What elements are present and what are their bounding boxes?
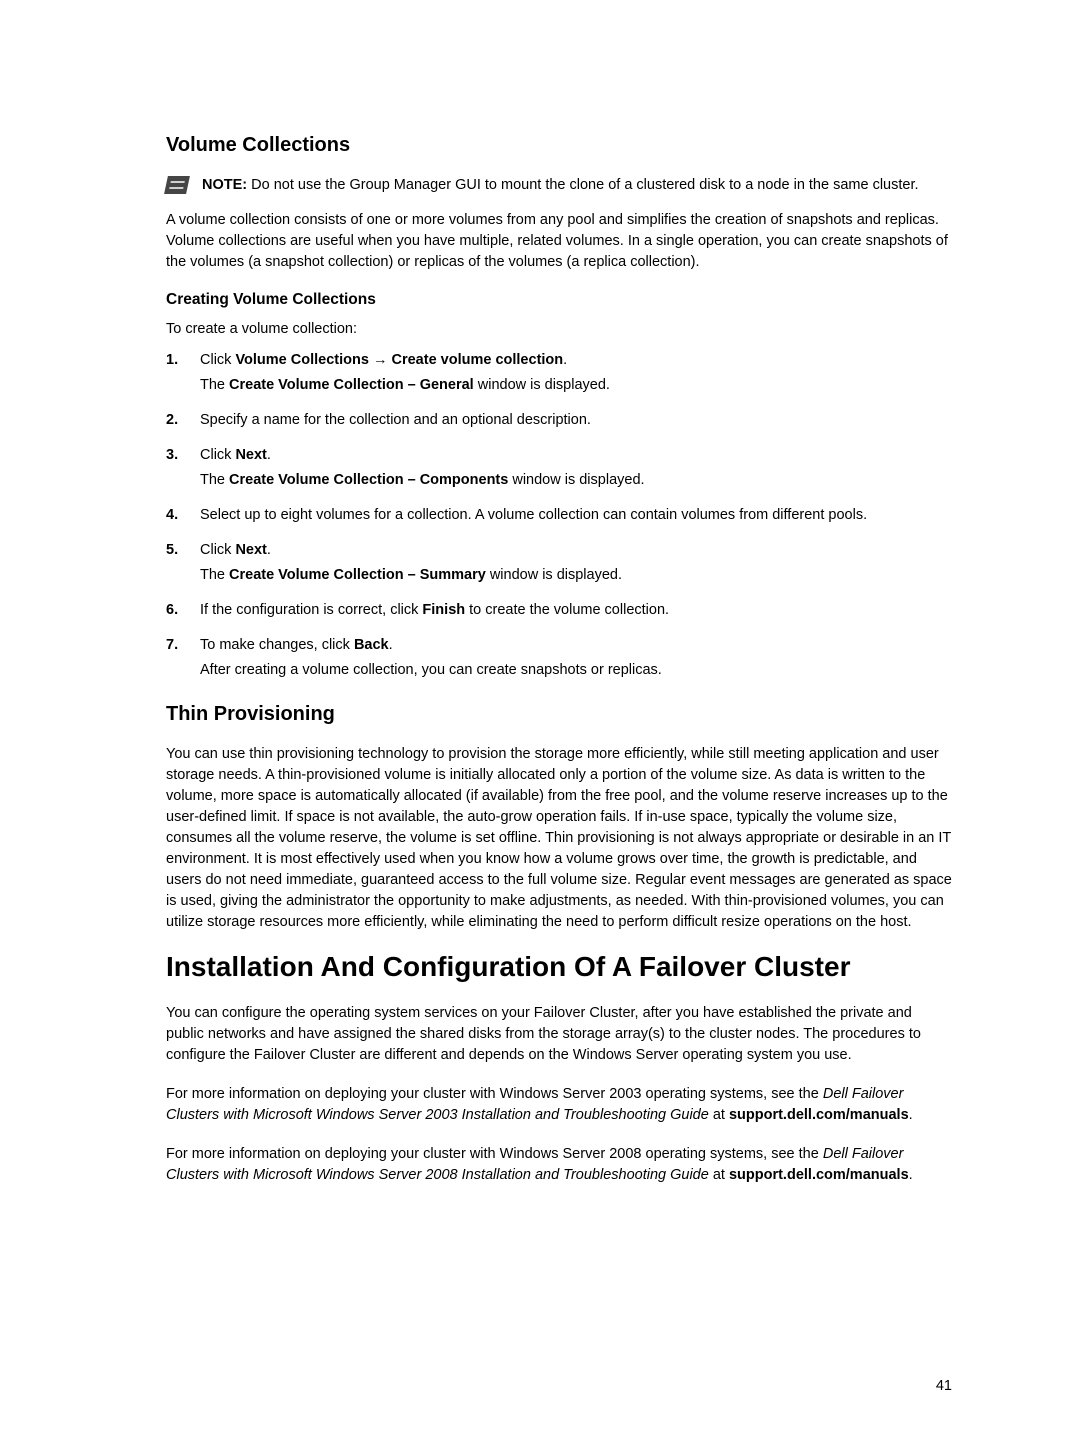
- install-p3-c: at: [709, 1167, 729, 1183]
- step-3-a: Click: [200, 447, 235, 463]
- note-text: NOTE: Do not use the Group Manager GUI t…: [202, 175, 919, 196]
- step-3-b: Next: [235, 447, 266, 463]
- install-p3-e: .: [909, 1167, 913, 1183]
- thin-body: You can use thin provisioning technology…: [166, 744, 952, 933]
- section-heading-thin-provisioning: Thin Provisioning: [166, 703, 952, 726]
- step-1-sub: The Create Volume Collection – General w…: [200, 375, 952, 396]
- step-6-a: If the configuration is correct, click: [200, 602, 422, 618]
- step-7-c: .: [389, 637, 393, 653]
- step-2: Specify a name for the collection and an…: [166, 410, 952, 431]
- step-5-a: Click: [200, 542, 235, 558]
- step-3-c: .: [267, 447, 271, 463]
- subheading-creating-volume-collections: Creating Volume Collections: [166, 291, 952, 309]
- note-body: Do not use the Group Manager GUI to moun…: [247, 177, 918, 193]
- install-p3: For more information on deploying your c…: [166, 1144, 952, 1186]
- install-p2: For more information on deploying your c…: [166, 1084, 952, 1126]
- step-1: Click Volume Collections → Create volume…: [166, 350, 952, 396]
- step-3-sub: The Create Volume Collection – Component…: [200, 470, 952, 491]
- step-5-c: .: [267, 542, 271, 558]
- step-1-sub-b: Create Volume Collection – General: [229, 377, 474, 393]
- step-3-sub-b: Create Volume Collection – Components: [229, 472, 508, 488]
- note-label: NOTE:: [202, 177, 247, 193]
- note-icon: [164, 176, 190, 194]
- install-p3-d: support.dell.com/manuals: [729, 1167, 909, 1183]
- step-5: Click Next. The Create Volume Collection…: [166, 540, 952, 586]
- step-7-a: To make changes, click: [200, 637, 354, 653]
- step-5-sub: The Create Volume Collection – Summary w…: [200, 565, 952, 586]
- step-3-sub-a: The: [200, 472, 229, 488]
- step-1-sub-c: window is displayed.: [474, 377, 610, 393]
- step-7: To make changes, click Back. After creat…: [166, 635, 952, 681]
- arrow-icon: →: [373, 352, 392, 368]
- step-1-bold-1: Volume Collections: [235, 352, 373, 368]
- step-5-b: Next: [235, 542, 266, 558]
- install-p2-e: .: [909, 1107, 913, 1123]
- step-1-text-d: .: [563, 352, 567, 368]
- step-4: Select up to eight volumes for a collect…: [166, 505, 952, 526]
- step-6-b: Finish: [422, 602, 465, 618]
- install-p2-c: at: [709, 1107, 729, 1123]
- section-heading-volume-collections: Volume Collections: [166, 134, 952, 157]
- steps-list: Click Volume Collections → Create volume…: [166, 350, 952, 681]
- step-5-sub-a: The: [200, 567, 229, 583]
- creating-lead: To create a volume collection:: [166, 319, 952, 340]
- install-p1: You can configure the operating system s…: [166, 1003, 952, 1066]
- install-p3-a: For more information on deploying your c…: [166, 1146, 823, 1162]
- section-heading-installation: Installation And Configuration Of A Fail…: [166, 951, 952, 983]
- step-7-b: Back: [354, 637, 389, 653]
- step-3: Click Next. The Create Volume Collection…: [166, 445, 952, 491]
- step-6: If the configuration is correct, click F…: [166, 600, 952, 621]
- page-number: 41: [936, 1378, 952, 1394]
- install-p2-d: support.dell.com/manuals: [729, 1107, 909, 1123]
- step-5-sub-b: Create Volume Collection – Summary: [229, 567, 486, 583]
- step-1-bold-2: Create volume collection: [392, 352, 564, 368]
- install-p2-a: For more information on deploying your c…: [166, 1086, 823, 1102]
- step-5-sub-c: window is displayed.: [486, 567, 622, 583]
- note-block: NOTE: Do not use the Group Manager GUI t…: [166, 175, 952, 196]
- step-1-sub-a: The: [200, 377, 229, 393]
- step-3-sub-c: window is displayed.: [508, 472, 644, 488]
- step-1-text-a: Click: [200, 352, 235, 368]
- step-6-c: to create the volume collection.: [465, 602, 669, 618]
- volume-collections-intro: A volume collection consists of one or m…: [166, 210, 952, 273]
- step-7-sub: After creating a volume collection, you …: [200, 660, 952, 681]
